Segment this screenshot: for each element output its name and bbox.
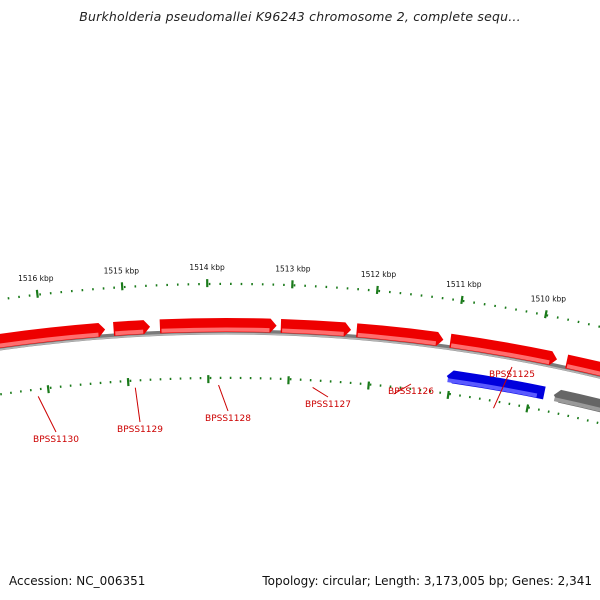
gene-label-connector xyxy=(393,383,412,395)
gene-shade xyxy=(450,343,550,365)
scale-label: 1516 kbp xyxy=(18,274,54,283)
gene-label-connector xyxy=(218,384,229,412)
gene-shade xyxy=(0,332,99,348)
gene-shade xyxy=(566,364,600,376)
gene-label[interactable]: BPSS1129 xyxy=(117,425,163,435)
gene-label[interactable]: BPSS1127 xyxy=(305,400,351,410)
gene-shade xyxy=(115,329,144,336)
major-tick xyxy=(375,285,379,295)
gene-shade xyxy=(161,327,270,333)
gene-labels: BPSS1130 BPSS1129 BPSS1128 BPSS1127 BPSS1126… xyxy=(33,366,535,445)
minor-tick xyxy=(586,419,589,422)
gene-label-connector xyxy=(493,366,513,409)
gene-shade xyxy=(447,378,538,398)
major-tick xyxy=(46,385,50,394)
backbone-track xyxy=(0,329,600,379)
scale-track: 1516 kbp 1515 kbp 1514 kbp 1513 kbp 1512 kbp… xyxy=(0,263,600,425)
scale-label: 1515 kbp xyxy=(104,266,140,275)
backbone-highlight xyxy=(0,332,600,379)
scale-label: 1511 kbp xyxy=(446,280,482,289)
major-tick xyxy=(525,404,530,413)
gene-label-connector xyxy=(312,386,329,398)
minor-tick xyxy=(596,421,599,425)
gene-label-connector xyxy=(134,387,141,423)
gene-shade xyxy=(357,332,437,346)
major-tick xyxy=(460,295,464,305)
major-tick xyxy=(126,378,130,387)
scale-label: 1514 kbp xyxy=(189,263,225,272)
gene-label[interactable]: BPSS1125 xyxy=(489,370,535,380)
major-tick xyxy=(367,381,371,390)
gene-label[interactable]: BPSS1130 xyxy=(33,435,79,445)
major-tick xyxy=(543,310,548,319)
topology-text: Topology: circular; Length: 3,173,005 bp… xyxy=(262,574,592,588)
gene-shade xyxy=(553,397,600,412)
scale-label: 1512 kbp xyxy=(361,270,397,279)
major-tick xyxy=(120,282,124,291)
gene-label[interactable]: BPSS1126 xyxy=(388,387,434,397)
scale-label: 1513 kbp xyxy=(275,264,311,273)
major-tick xyxy=(35,289,39,298)
major-tick xyxy=(446,390,450,400)
scale-label: 1510 kbp xyxy=(531,295,567,304)
gene-label[interactable]: BPSS1128 xyxy=(205,414,251,424)
backbone-arc xyxy=(0,329,600,379)
gene-track xyxy=(0,318,600,413)
page-title: Burkholderia pseudomallei K96243 chromos… xyxy=(79,9,521,24)
gene-label-connector xyxy=(37,396,57,433)
gene-shade xyxy=(282,328,344,336)
accession-text: Accession: NC_006351 xyxy=(9,574,146,588)
